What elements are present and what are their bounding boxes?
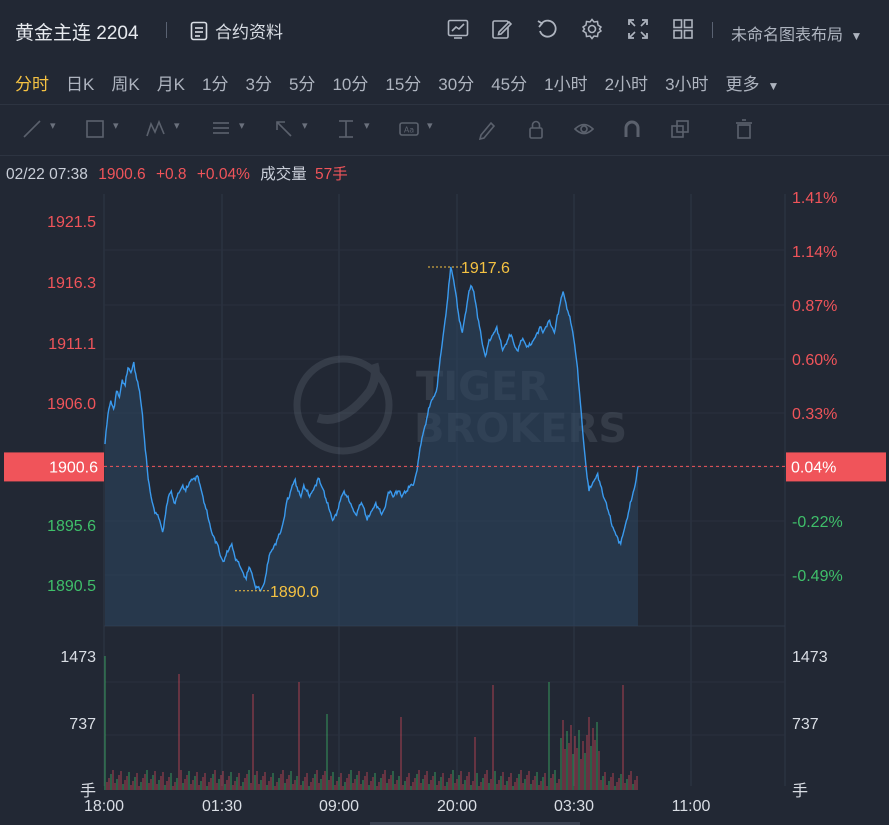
contract-info-label: 合约资料 xyxy=(215,23,283,42)
fullscreen-icon[interactable] xyxy=(626,17,650,41)
quote-change: +0.8 xyxy=(155,166,187,183)
layout-selector[interactable]: 未命名图表布局 ▼ xyxy=(731,21,862,45)
layout-label: 未命名图表布局 xyxy=(731,27,844,44)
volume-tick-label-right: 1473 xyxy=(792,649,828,666)
wave-tool-icon[interactable] xyxy=(145,118,167,140)
quote-info-line: 02/22 07:38 1900.6 +0.8 +0.04% 成交量 57手 xyxy=(6,162,354,184)
period-1[interactable]: 日K xyxy=(66,74,95,94)
period-13[interactable]: 3小时 xyxy=(665,74,709,94)
price-area-fill xyxy=(105,267,638,626)
quote-datetime: 02/22 07:38 xyxy=(6,166,88,183)
volume-unit-label-right: 手 xyxy=(792,782,808,800)
document-icon xyxy=(190,21,208,40)
more-label: 更多 xyxy=(725,74,760,94)
period-0[interactable]: 分时 xyxy=(15,74,49,94)
pct-tick-label: 1.14% xyxy=(792,244,837,261)
quote-change-pct: +0.04% xyxy=(196,166,250,183)
period-10[interactable]: 45分 xyxy=(491,74,528,94)
text-tool-icon[interactable]: Aa xyxy=(398,118,420,140)
volume-value: 57手 xyxy=(315,166,348,183)
dropdown-arrow-icon: ▼ xyxy=(767,78,780,93)
lock-icon[interactable] xyxy=(525,118,547,140)
chart-template-icon[interactable] xyxy=(446,17,470,41)
arrow-tool-icon[interactable] xyxy=(273,118,295,140)
fibonacci-tool-icon[interactable] xyxy=(210,118,232,140)
magnet-icon[interactable] xyxy=(621,118,643,140)
trash-icon[interactable] xyxy=(733,118,755,140)
period-3[interactable]: 月K xyxy=(156,74,186,94)
volume-label: 成交量 xyxy=(260,166,307,183)
current-price-badge xyxy=(4,452,104,482)
price-tick-label: 1890.5 xyxy=(47,578,96,595)
pencil-icon[interactable] xyxy=(476,118,498,140)
period-4[interactable]: 1分 xyxy=(202,74,229,94)
pct-tick-label: -0.22% xyxy=(792,514,843,531)
high-marker-label: 1917.6 xyxy=(461,260,510,277)
pct-tick-label: 0.33% xyxy=(792,406,837,423)
tool-dropdown-arrow-icon[interactable]: ▾ xyxy=(302,120,308,132)
rectangle-tool-icon[interactable] xyxy=(84,118,106,140)
tool-dropdown-arrow-icon[interactable]: ▾ xyxy=(174,120,180,132)
low-marker-label: 1890.0 xyxy=(270,584,319,601)
period-9[interactable]: 30分 xyxy=(438,74,475,94)
tool-dropdown-arrow-icon[interactable]: ▾ xyxy=(113,120,119,132)
quote-price: 1900.6 xyxy=(98,166,146,183)
time-tick-label: 11:00 xyxy=(672,798,711,815)
eye-icon[interactable] xyxy=(573,118,595,140)
divider xyxy=(712,22,713,38)
period-11[interactable]: 1小时 xyxy=(544,74,588,94)
price-tick-label: 1906.0 xyxy=(47,396,96,413)
instrument-title[interactable]: 黄金主连 2204 xyxy=(15,23,139,44)
time-tick-label: 20:00 xyxy=(437,798,477,815)
divider xyxy=(166,22,167,38)
current-pct-badge-label: 0.04% xyxy=(791,459,836,476)
period-selector: 分时 日K 周K 月K 1分 3分 5分 10分 15分 30分 45分 1小时 2小时 3小时 更多 ▼ xyxy=(0,60,889,104)
dropdown-arrow-icon: ▼ xyxy=(850,29,863,43)
volume-tick-label: 737 xyxy=(69,716,96,733)
period-12[interactable]: 2小时 xyxy=(604,74,649,94)
pct-tick-label: -0.49% xyxy=(792,568,843,585)
tool-dropdown-arrow-icon[interactable]: ▾ xyxy=(239,120,245,132)
time-tick-label: 18:00 xyxy=(84,798,124,815)
volume-unit-label: 手 xyxy=(80,782,96,800)
period-2[interactable]: 周K xyxy=(111,74,140,94)
tool-dropdown-arrow-icon[interactable]: ▾ xyxy=(364,120,370,132)
period-7[interactable]: 10分 xyxy=(332,74,369,94)
price-line xyxy=(104,266,639,593)
grid-layout-icon[interactable] xyxy=(671,17,695,41)
pct-tick-label: 0.87% xyxy=(792,298,837,315)
contract-info-button[interactable]: 合约资料 xyxy=(190,18,283,43)
chart-scrollbar[interactable] xyxy=(370,822,580,825)
price-tick-label: 1895.6 xyxy=(47,518,96,535)
layers-icon[interactable] xyxy=(669,118,691,140)
tiger-brokers-watermark xyxy=(293,355,393,455)
period-5[interactable]: 3分 xyxy=(245,74,272,94)
line-tool-icon[interactable] xyxy=(21,118,43,140)
top-bar: 黄金主连 2204 合约资料 xyxy=(0,0,889,60)
undo-icon[interactable] xyxy=(535,17,559,41)
pct-tick-label: 0.60% xyxy=(792,352,837,369)
period-6[interactable]: 5分 xyxy=(288,74,316,94)
current-pct-badge xyxy=(786,452,886,482)
tool-dropdown-arrow-icon[interactable]: ▾ xyxy=(427,120,433,132)
price-chart[interactable]: TIGERBROKERS1900.60.04%1921.51916.31911.… xyxy=(0,186,889,825)
measure-tool-icon[interactable] xyxy=(335,118,357,140)
edit-icon[interactable] xyxy=(490,17,514,41)
price-tick-label: 1916.3 xyxy=(47,275,96,292)
current-price-badge-label: 1900.6 xyxy=(49,459,98,476)
volume-tick-label: 1473 xyxy=(60,649,96,666)
time-tick-label: 01:30 xyxy=(202,798,242,815)
time-tick-label: 03:30 xyxy=(554,798,594,815)
svg-text:Aa: Aa xyxy=(404,126,414,135)
time-tick-label: 09:00 xyxy=(319,798,359,815)
settings-icon[interactable] xyxy=(580,17,604,41)
drawing-toolbar: ▾ ▾ ▾ ▾ ▾ ▾ Aa ▾ xyxy=(0,104,889,156)
volume-tick-label-right: 737 xyxy=(792,716,819,733)
price-tick-label: 1911.1 xyxy=(48,336,96,353)
price-tick-label: 1921.5 xyxy=(47,214,96,231)
pct-tick-label: 1.41% xyxy=(792,190,837,207)
period-more-button[interactable]: 更多 ▼ xyxy=(726,70,780,95)
tool-dropdown-arrow-icon[interactable]: ▾ xyxy=(50,120,56,132)
period-8[interactable]: 15分 xyxy=(385,74,422,94)
